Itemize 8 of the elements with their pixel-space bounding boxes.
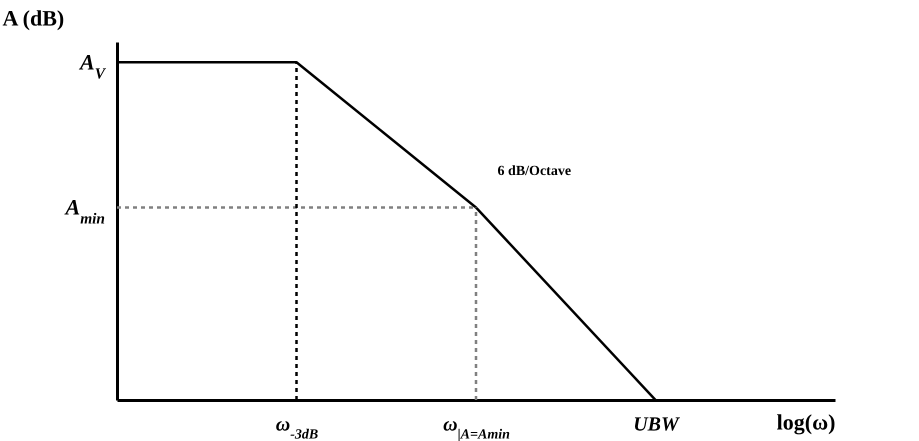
- y-axis-title: A (dB): [2, 6, 64, 30]
- x-tick-label: UBW: [633, 414, 680, 436]
- x-tick-label: ω$_{-3dB}$: [276, 414, 318, 441]
- x-tick-label: ω$_{|A=Amin}$: [443, 414, 510, 441]
- x-axis-title: log(ω): [776, 410, 836, 434]
- annotation: 6 dB/Octave: [498, 164, 572, 179]
- ref-line-label: A$_{min}$: [64, 194, 105, 227]
- text: A$_{V}$: [78, 49, 107, 82]
